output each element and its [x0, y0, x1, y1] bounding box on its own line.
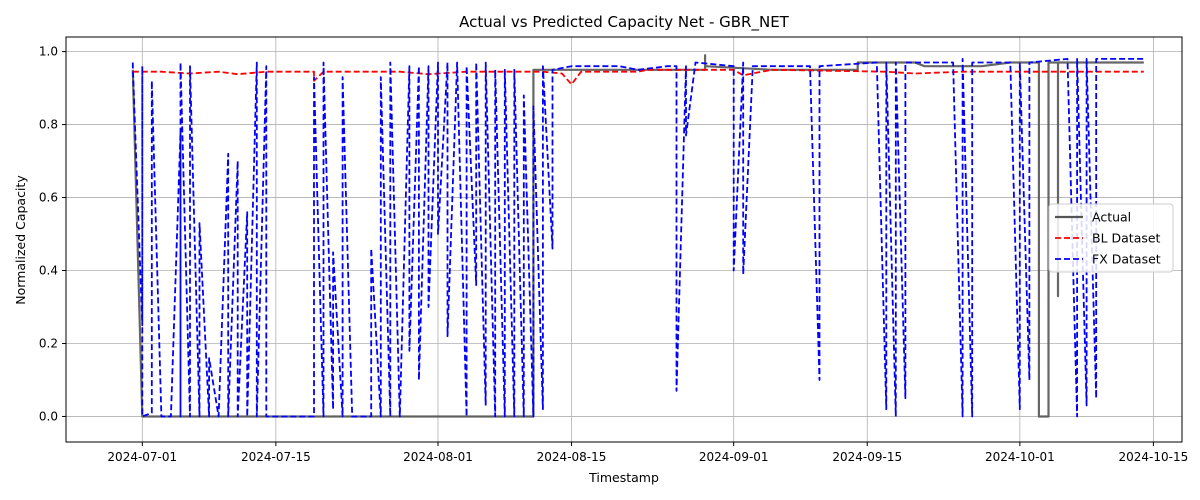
x-tick-label: 2024-08-01 [403, 450, 473, 464]
x-tick-label: 2024-09-15 [832, 450, 902, 464]
legend-label-fx-dataset: FX Dataset [1092, 252, 1161, 267]
y-tick-label: 0.4 [39, 264, 58, 278]
x-axis-label: Timestamp [588, 470, 659, 485]
series-line-bl-dataset [132, 68, 1144, 86]
x-tick-label: 2024-10-01 [985, 450, 1055, 464]
x-tick-label: 2024-07-01 [107, 450, 177, 464]
y-tick-label: 0.0 [39, 409, 58, 423]
legend-box [1048, 203, 1174, 273]
legend-label-bl-dataset: BL Dataset [1092, 231, 1161, 246]
legend-label-actual: Actual [1092, 210, 1131, 225]
y-tick-label: 0.6 [39, 191, 58, 205]
y-tick-label: 1.0 [39, 45, 58, 59]
x-tick-label: 2024-07-15 [241, 450, 311, 464]
ticks: 2024-07-01 2024-07-15 2024-08-01 2024-08-15… [39, 45, 1188, 464]
x-tick-label: 2024-10-15 [1119, 450, 1189, 464]
chart-title: Actual vs Predicted Capacity Net - GBR_N… [459, 13, 790, 32]
y-tick-label: 0.2 [39, 336, 58, 350]
x-tick-label: 2024-08-15 [537, 450, 607, 464]
y-axis-label: Normalized Capacity [13, 175, 28, 305]
x-tick-label: 2024-09-01 [699, 450, 769, 464]
y-tick-label: 0.8 [39, 118, 58, 132]
series-line-fx-dataset [131, 58, 1144, 418]
legend: Actual BL Dataset FX Dataset [1048, 203, 1174, 273]
plot-frame [65, 36, 1183, 443]
